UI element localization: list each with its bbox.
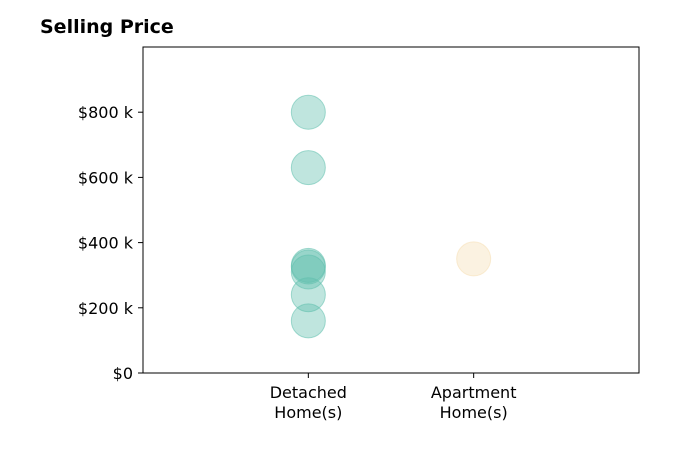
x-tick-label: Detached Home(s) xyxy=(270,383,347,422)
y-tick-label: $800 k xyxy=(78,103,134,122)
data-points xyxy=(290,94,492,339)
data-point xyxy=(456,241,492,277)
x-tick-label: Apartment Home(s) xyxy=(431,383,517,422)
y-tick-label: $600 k xyxy=(78,168,134,187)
data-point xyxy=(290,150,326,186)
plot-frame xyxy=(142,46,640,374)
x-axis: Detached Home(s) Apartment Home(s) xyxy=(270,373,517,422)
y-tick-label: $0 xyxy=(113,364,133,383)
y-tick-label: $400 k xyxy=(78,234,134,253)
y-tick-label: $200 k xyxy=(78,299,134,318)
data-point xyxy=(290,249,326,285)
y-axis: $0 $200 k $400 k $600 k $800 k xyxy=(78,103,143,383)
data-point xyxy=(290,277,326,313)
data-point xyxy=(290,94,326,130)
chart-title: Selling Price xyxy=(40,16,174,38)
data-point xyxy=(290,303,326,339)
